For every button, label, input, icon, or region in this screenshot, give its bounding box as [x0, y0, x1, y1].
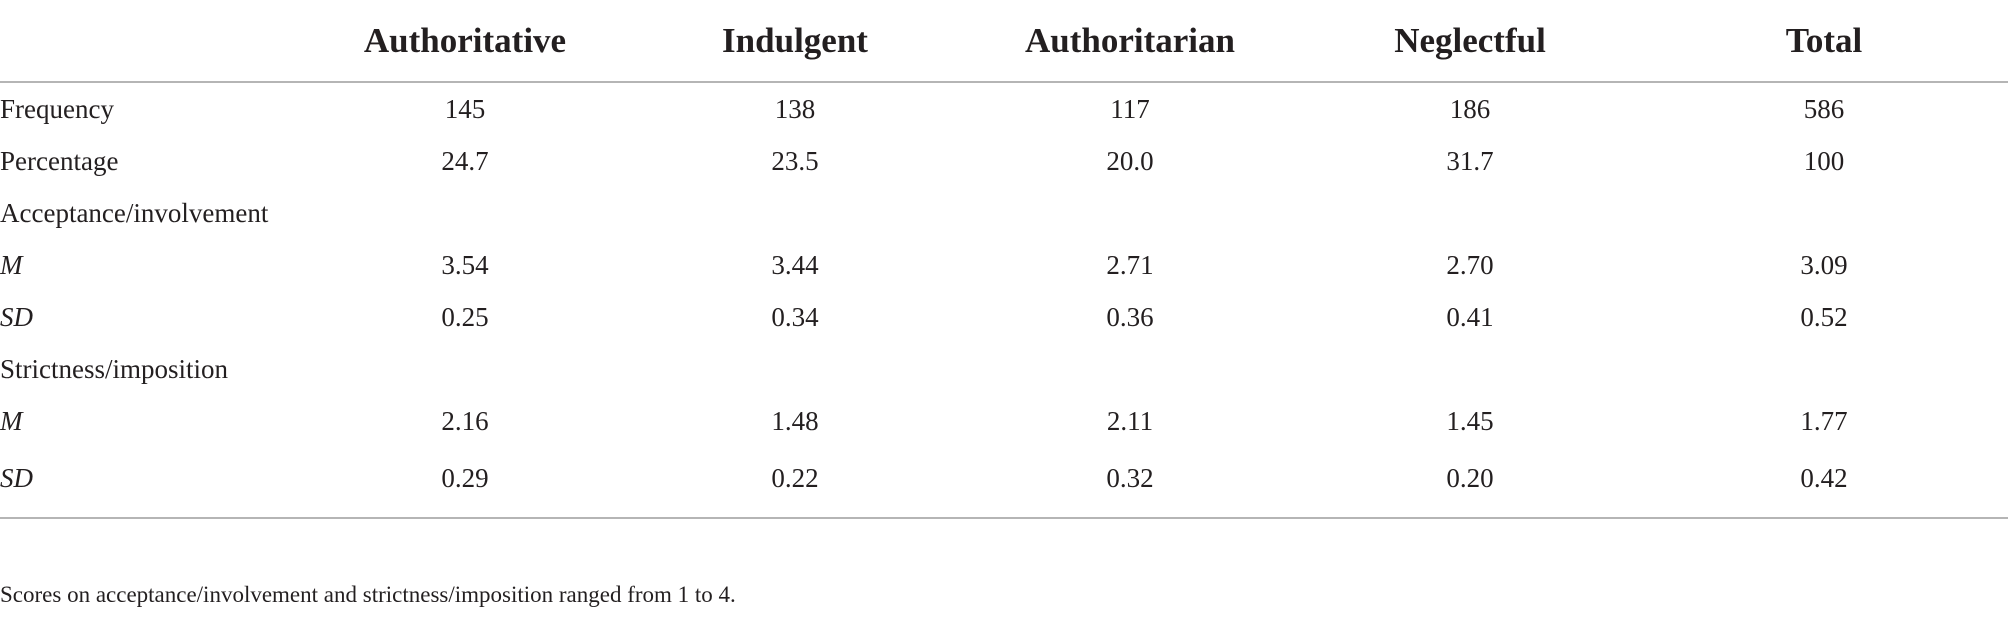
cell-neglectful — [1300, 187, 1640, 239]
cell-indulgent: 138 — [774, 93, 816, 124]
cell-neglectful: 2.70 — [1446, 249, 1494, 280]
row-label: SD — [0, 301, 33, 332]
cell-authoritarian: 2.11 — [1106, 405, 1154, 436]
cell-authoritative — [300, 187, 630, 239]
cell-neglectful: 1.45 — [1446, 405, 1494, 436]
table-row-acceptance-heading: Acceptance/involvement — [0, 187, 2008, 239]
row-label: Frequency — [0, 93, 114, 124]
cell-neglectful: 0.41 — [1446, 301, 1494, 332]
cell-indulgent: 1.48 — [771, 405, 819, 436]
cell-authoritarian: 20.0 — [1106, 145, 1154, 176]
cell-neglectful — [1300, 343, 1640, 395]
cell-total: 1.77 — [1800, 405, 1848, 436]
cell-indulgent: 0.22 — [630, 447, 960, 519]
cell-indulgent: 23.5 — [771, 145, 819, 176]
cell-authoritarian: 0.36 — [1106, 301, 1154, 332]
cell-authoritarian: 0.32 — [960, 447, 1300, 519]
cell-indulgent: 0.34 — [771, 301, 819, 332]
section-label: Acceptance/involvement — [0, 197, 269, 228]
table-row-frequency: Frequency 145 138 117 186 586 — [0, 82, 2008, 135]
header-authoritative: Authoritative — [300, 0, 630, 83]
cell-authoritative: 0.29 — [300, 447, 630, 519]
header-neglectful: Neglectful — [1300, 0, 1640, 83]
cell-indulgent — [630, 187, 960, 239]
header-total: Total — [1640, 0, 2008, 83]
cell-authoritative: 2.16 — [441, 405, 489, 436]
cell-total: 0.52 — [1800, 301, 1848, 332]
row-label: M — [0, 405, 23, 436]
cell-indulgent: 3.44 — [771, 249, 819, 280]
table-row-acceptance-sd: SD 0.25 0.34 0.36 0.41 0.52 — [0, 291, 2008, 343]
cell-indulgent — [630, 343, 960, 395]
cell-total: 3.09 — [1800, 249, 1848, 280]
cell-authoritative: 0.25 — [441, 301, 489, 332]
table-row-strictness-sd: SD 0.29 0.22 0.32 0.20 0.42 — [0, 447, 2008, 519]
cell-total: 100 — [1803, 145, 1845, 176]
row-label: Percentage — [0, 145, 119, 176]
cell-authoritative: 24.7 — [441, 145, 489, 176]
cell-authoritative: 3.54 — [441, 249, 489, 280]
cell-neglectful: 186 — [1449, 93, 1491, 124]
cell-neglectful: 31.7 — [1446, 145, 1494, 176]
cell-authoritative: 145 — [444, 93, 486, 124]
cell-total: 0.42 — [1640, 447, 2008, 519]
cell-authoritative — [300, 343, 630, 395]
cell-authoritarian: 2.71 — [1106, 249, 1154, 280]
cell-authoritarian: 117 — [1110, 93, 1150, 124]
data-table-container: Authoritative Indulgent Authoritarian Ne… — [0, 0, 2008, 519]
cell-total — [1640, 187, 2008, 239]
cell-total — [1640, 343, 2008, 395]
row-label: SD — [0, 447, 300, 519]
table-row-acceptance-mean: M 3.54 3.44 2.71 2.70 3.09 — [0, 239, 2008, 291]
row-label: M — [0, 249, 23, 280]
table-header-row: Authoritative Indulgent Authoritarian Ne… — [0, 0, 2008, 83]
cell-authoritarian — [960, 343, 1300, 395]
cell-neglectful: 0.20 — [1300, 447, 1640, 519]
table-row-percentage: Percentage 24.7 23.5 20.0 31.7 100 — [0, 135, 2008, 187]
table-footnote: Scores on acceptance/involvement and str… — [0, 582, 736, 607]
header-authoritarian: Authoritarian — [960, 0, 1300, 83]
cell-total: 586 — [1803, 93, 1845, 124]
parenting-styles-table: Authoritative Indulgent Authoritarian Ne… — [0, 0, 2008, 519]
section-label: Strictness/imposition — [0, 353, 229, 384]
header-indulgent: Indulgent — [630, 0, 960, 83]
cell-authoritarian — [960, 187, 1300, 239]
header-empty-cell — [0, 0, 300, 83]
table-row-strictness-mean: M 2.16 1.48 2.11 1.45 1.77 — [0, 395, 2008, 447]
table-row-strictness-heading: Strictness/imposition — [0, 343, 2008, 395]
